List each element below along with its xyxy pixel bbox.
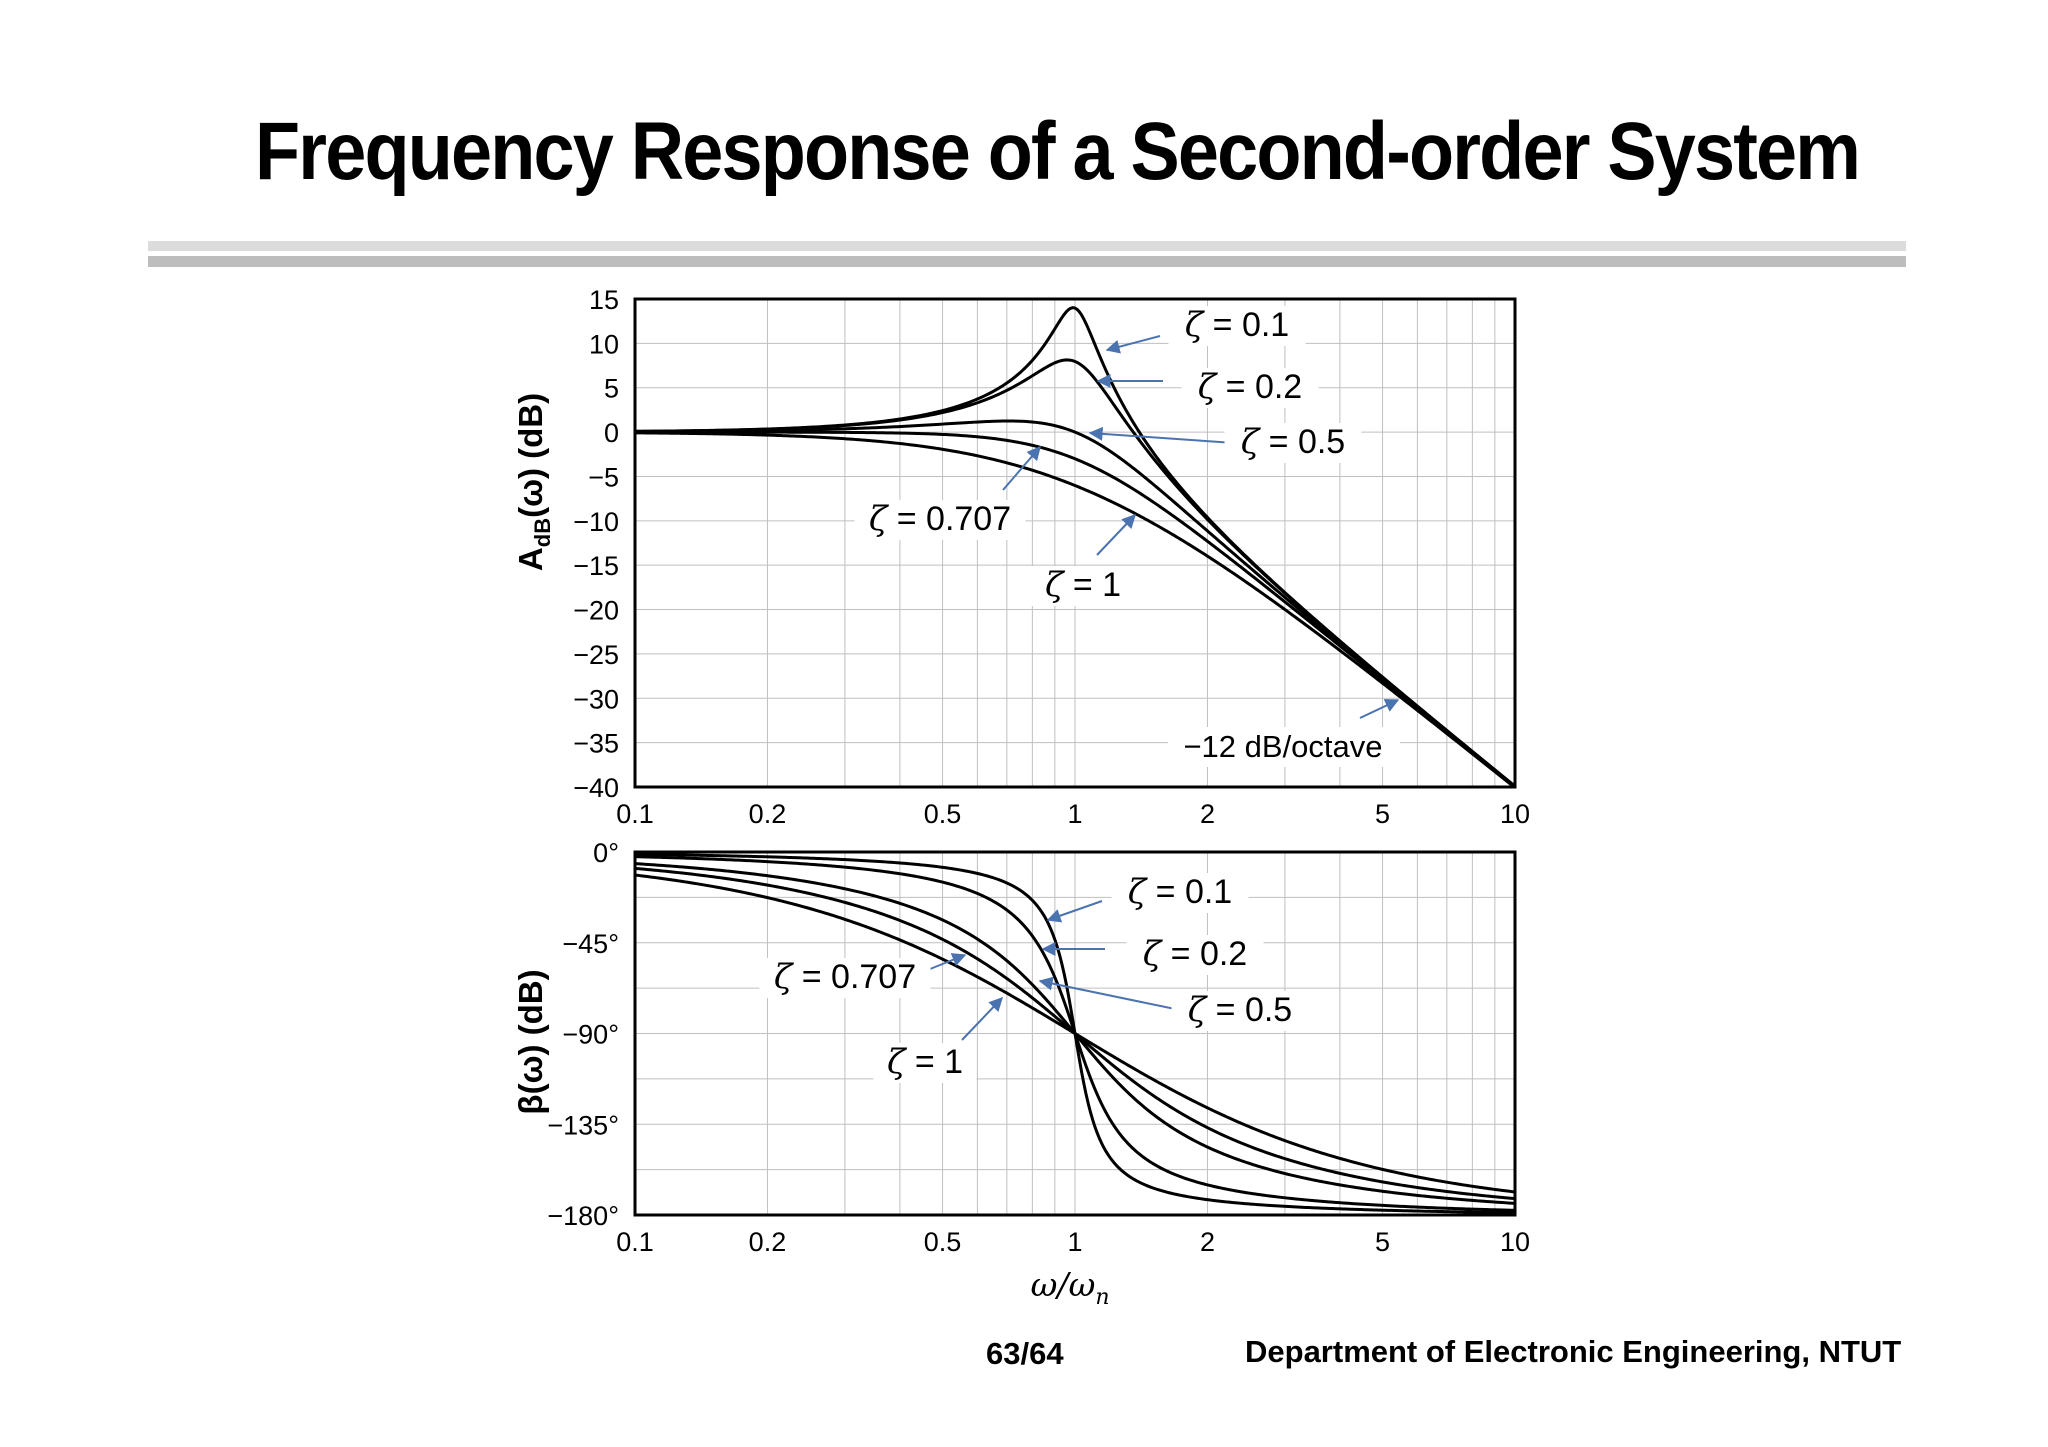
arrow-phase-zeta-0-5 (1038, 976, 1181, 1011)
arrow-phase-zeta-0-1 (1046, 900, 1103, 923)
y-tick-label: −35 (573, 729, 619, 759)
y-tick-label: −135° (547, 1110, 619, 1140)
arrow-zeta-0-1 (1105, 335, 1161, 354)
annotation-phase-zeta-0-5: ζ = 0.5 (1188, 990, 1292, 1030)
x-tick-label: 0.1 (616, 799, 654, 829)
y-tick-label: 10 (589, 329, 619, 359)
x-tick-label: 0.2 (749, 799, 787, 829)
phase-plot: 0.1 0.2 0.5 1 2 5 10 0° −45° −90° −135° −180° β(ω) (… (512, 838, 1530, 1310)
arrow-phase-zeta-0-707 (924, 953, 967, 972)
annotation-zeta-0-5-bg (1224, 423, 1362, 463)
x-tick-label: 2 (1200, 1227, 1215, 1257)
annotation-phase-zeta-0-2-bg (1126, 935, 1264, 975)
x-tick-label: 1 (1067, 1227, 1082, 1257)
arrow-zeta-0-5 (1088, 426, 1235, 444)
title-divider-dark (148, 256, 1906, 267)
y-tick-label: 0° (593, 838, 619, 868)
y-tick-label: −25 (573, 640, 619, 670)
annotation-zeta-0-2: ζ = 0.2 (1198, 367, 1302, 407)
y-tick-label: −40 (573, 773, 619, 803)
y-axis-label: AdB(ω) (dB) (512, 393, 555, 571)
annotation-zeta-1: ζ = 1 (1045, 565, 1121, 605)
y-tick-label: −180° (547, 1201, 619, 1231)
annotation-zeta-0-707-bg (854, 500, 1026, 540)
annotation-phase-zeta-0-2: ζ = 0.2 (1143, 934, 1247, 974)
annotation-phase-zeta-1: ζ = 1 (887, 1042, 963, 1082)
annotation-phase-zeta-0-5-bg (1171, 991, 1309, 1031)
annotation-phase-zeta-0-1-bg (1111, 873, 1249, 913)
annotation-slope-bg (1168, 727, 1400, 767)
arrow-phase-zeta-1 (961, 996, 1003, 1041)
y-tick-label: −45° (562, 929, 619, 959)
annotation-phase-zeta-0-1: ζ = 0.1 (1128, 872, 1232, 912)
x-tick-label: 0.1 (616, 1227, 654, 1257)
annotation-phase-zeta-1-bg (873, 1043, 977, 1083)
curve-zeta-0-707 (635, 430, 1516, 789)
curve-zeta-1 (634, 873, 1516, 1194)
x-axis-label: ω/ωn (1030, 1265, 1109, 1310)
x-tick-label: 0.5 (924, 1227, 962, 1257)
annotation-phase-zeta-0-707: ζ = 0.707 (774, 957, 916, 997)
x-tick-label: 10 (1500, 799, 1530, 829)
y-tick-label: −5 (588, 462, 619, 492)
slide-title: Frequency Response of a Second-order Sys… (255, 106, 1861, 197)
annotation-phase-zeta-0-707-bg (759, 958, 931, 998)
x-tick-label: 2 (1200, 799, 1215, 829)
x-tick-label: 5 (1375, 1227, 1390, 1257)
footer-department: Department of Electronic Engineering, NT… (1245, 1334, 1902, 1369)
y-tick-label: −10 (573, 507, 619, 537)
y-tick-label: 15 (589, 285, 619, 315)
y-axis-label: β(ω) (dB) (512, 969, 549, 1114)
plot-frame (633, 850, 1517, 1217)
arrow-zeta-1 (1096, 513, 1136, 556)
x-tick-label: 0.5 (924, 799, 962, 829)
annotation-zeta-0-5: ζ = 0.5 (1241, 422, 1345, 462)
y-tick-label: −20 (573, 596, 619, 626)
y-tick-label: −90° (562, 1020, 619, 1050)
arrow-slope (1359, 699, 1400, 719)
x-tick-label: 10 (1500, 1227, 1530, 1257)
annotation-zeta-0-1: ζ = 0.1 (1185, 305, 1289, 345)
y-tick-label: 5 (604, 374, 619, 404)
arrow-zeta-0-707 (1002, 445, 1041, 491)
annotation-zeta-0-2-bg (1181, 368, 1319, 408)
annotation-zeta-0-707: ζ = 0.707 (869, 499, 1011, 539)
curve-zeta-1 (634, 431, 1516, 789)
x-tick-label: 0.2 (749, 1227, 787, 1257)
title-divider-light (148, 241, 1906, 251)
plot-frame (633, 297, 1517, 789)
y-tick-label: −30 (573, 684, 619, 714)
y-tick-label: −15 (573, 551, 619, 581)
x-tick-label: 1 (1067, 799, 1082, 829)
magnitude-plot: 0.1 0.2 0.5 1 2 5 10 15 10 5 0 −5 −10 −15 −20 −25 −30 −35… (512, 285, 1530, 829)
y-tick-label: 0 (604, 418, 619, 448)
x-tick-label: 5 (1375, 799, 1390, 829)
annotation-zeta-0-1-bg (1168, 306, 1306, 346)
page-number: 63/64 (986, 1336, 1064, 1371)
annotation-slope: −12 dB/octave (1183, 729, 1382, 764)
annotation-zeta-1-bg (1031, 566, 1135, 606)
